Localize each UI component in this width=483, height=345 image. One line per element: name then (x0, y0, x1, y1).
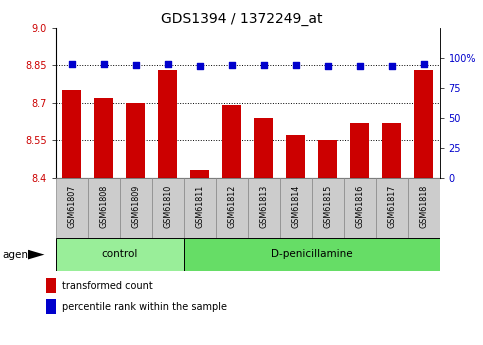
Bar (46, 278, 56, 293)
Text: D-penicillamine: D-penicillamine (271, 249, 352, 259)
Text: percentile rank within the sample: percentile rank within the sample (62, 302, 227, 312)
Text: GSM61812: GSM61812 (227, 185, 236, 228)
Text: GSM61808: GSM61808 (99, 185, 108, 228)
Point (260, 62, 268, 68)
Bar (318, 140, 337, 178)
Text: agent: agent (2, 250, 32, 259)
Point (227, 62, 235, 68)
Bar (62, 90, 81, 178)
Bar (46, 299, 56, 314)
Bar (87, 178, 120, 238)
Point (388, 63, 396, 69)
Bar (190, 170, 209, 178)
Point (420, 61, 427, 66)
Bar (408, 178, 440, 238)
Bar (254, 118, 273, 178)
Text: GSM61811: GSM61811 (195, 185, 204, 228)
Bar (222, 105, 241, 178)
Bar (350, 123, 369, 178)
Text: GSM61815: GSM61815 (323, 185, 332, 228)
Bar (152, 178, 184, 238)
Bar (56, 238, 184, 271)
Text: GSM61813: GSM61813 (259, 185, 268, 228)
Point (68, 61, 75, 66)
Text: GSM61816: GSM61816 (355, 185, 364, 228)
Point (292, 62, 299, 68)
Point (196, 63, 203, 69)
Bar (280, 178, 312, 238)
Bar (414, 70, 433, 178)
Bar (343, 178, 376, 238)
Point (99, 61, 107, 66)
Point (324, 63, 331, 69)
Point (164, 61, 171, 66)
Bar (56, 178, 87, 238)
Text: GSM61814: GSM61814 (291, 185, 300, 228)
Bar (126, 103, 145, 178)
Polygon shape (28, 250, 44, 259)
Bar (215, 178, 248, 238)
Bar (158, 70, 177, 178)
Bar (94, 98, 113, 178)
Text: GSM61810: GSM61810 (163, 185, 172, 228)
Bar (120, 178, 152, 238)
Text: GDS1394 / 1372249_at: GDS1394 / 1372249_at (161, 12, 322, 26)
Text: GSM61807: GSM61807 (67, 185, 76, 228)
Text: GSM61809: GSM61809 (131, 185, 140, 228)
Point (132, 62, 140, 68)
Bar (184, 238, 440, 271)
Bar (184, 178, 215, 238)
Text: GSM61818: GSM61818 (419, 185, 428, 228)
Bar (248, 178, 280, 238)
Text: control: control (101, 249, 138, 259)
Bar (376, 178, 408, 238)
Bar (312, 178, 343, 238)
Bar (286, 135, 305, 178)
Point (355, 63, 363, 69)
Bar (382, 123, 401, 178)
Text: transformed count: transformed count (62, 281, 153, 291)
Text: GSM61817: GSM61817 (387, 185, 396, 228)
